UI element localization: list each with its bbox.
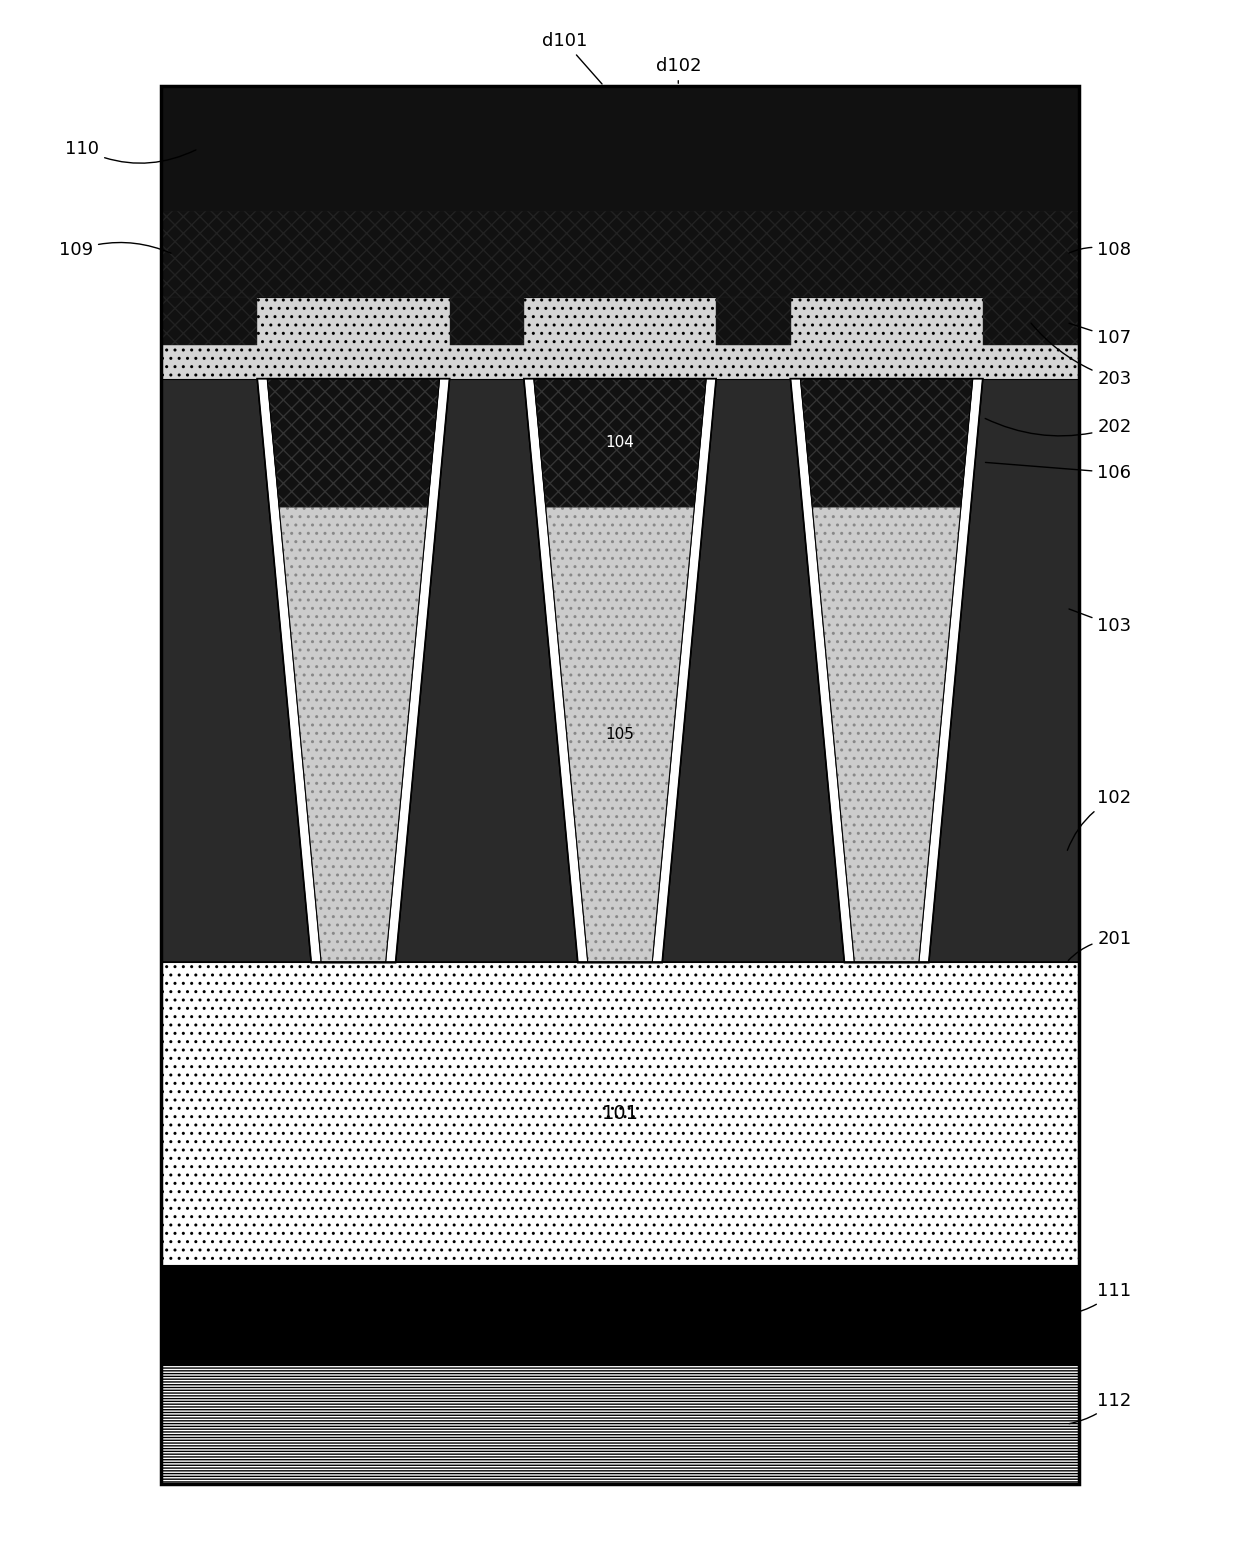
Bar [161,1265,1079,1365]
Polygon shape [791,379,982,962]
Bar [717,297,791,344]
Polygon shape [919,379,982,962]
Text: 203: 203 [1030,322,1132,388]
Bar [161,297,1079,379]
Bar [161,86,1079,211]
Text: 107: 107 [1069,324,1132,347]
Polygon shape [801,379,972,962]
Text: 102: 102 [1068,789,1132,850]
Bar [161,86,1079,211]
Polygon shape [267,379,439,507]
Text: 101: 101 [601,1103,639,1124]
Bar [982,297,1079,344]
Text: 202: 202 [986,418,1132,437]
Text: 106: 106 [986,462,1131,482]
Bar [161,1365,1079,1484]
Bar [161,211,1079,297]
Text: 111: 111 [1069,1282,1132,1315]
Bar [161,379,1079,962]
Polygon shape [257,379,449,962]
Polygon shape [523,379,717,962]
Text: 104: 104 [605,435,635,451]
Text: 201: 201 [1069,930,1132,961]
Polygon shape [533,379,707,962]
Text: d101: d101 [542,31,603,85]
Polygon shape [801,379,972,507]
Text: d102: d102 [656,56,701,83]
Bar [161,211,1079,297]
Text: 108: 108 [1069,241,1131,260]
Polygon shape [386,379,449,962]
Text: 105: 105 [605,728,635,742]
Text: 109: 109 [58,241,171,260]
Polygon shape [533,379,707,507]
Bar [449,297,523,344]
Bar [161,962,1079,1265]
Text: 112: 112 [1069,1391,1132,1424]
Polygon shape [791,379,854,962]
Bar [161,297,257,344]
Bar [161,86,1079,211]
Polygon shape [267,379,439,962]
Polygon shape [523,379,588,962]
Text: 110: 110 [66,139,196,163]
Text: 103: 103 [1069,609,1132,635]
Polygon shape [257,379,321,962]
Bar [161,86,1079,1484]
Polygon shape [652,379,717,962]
